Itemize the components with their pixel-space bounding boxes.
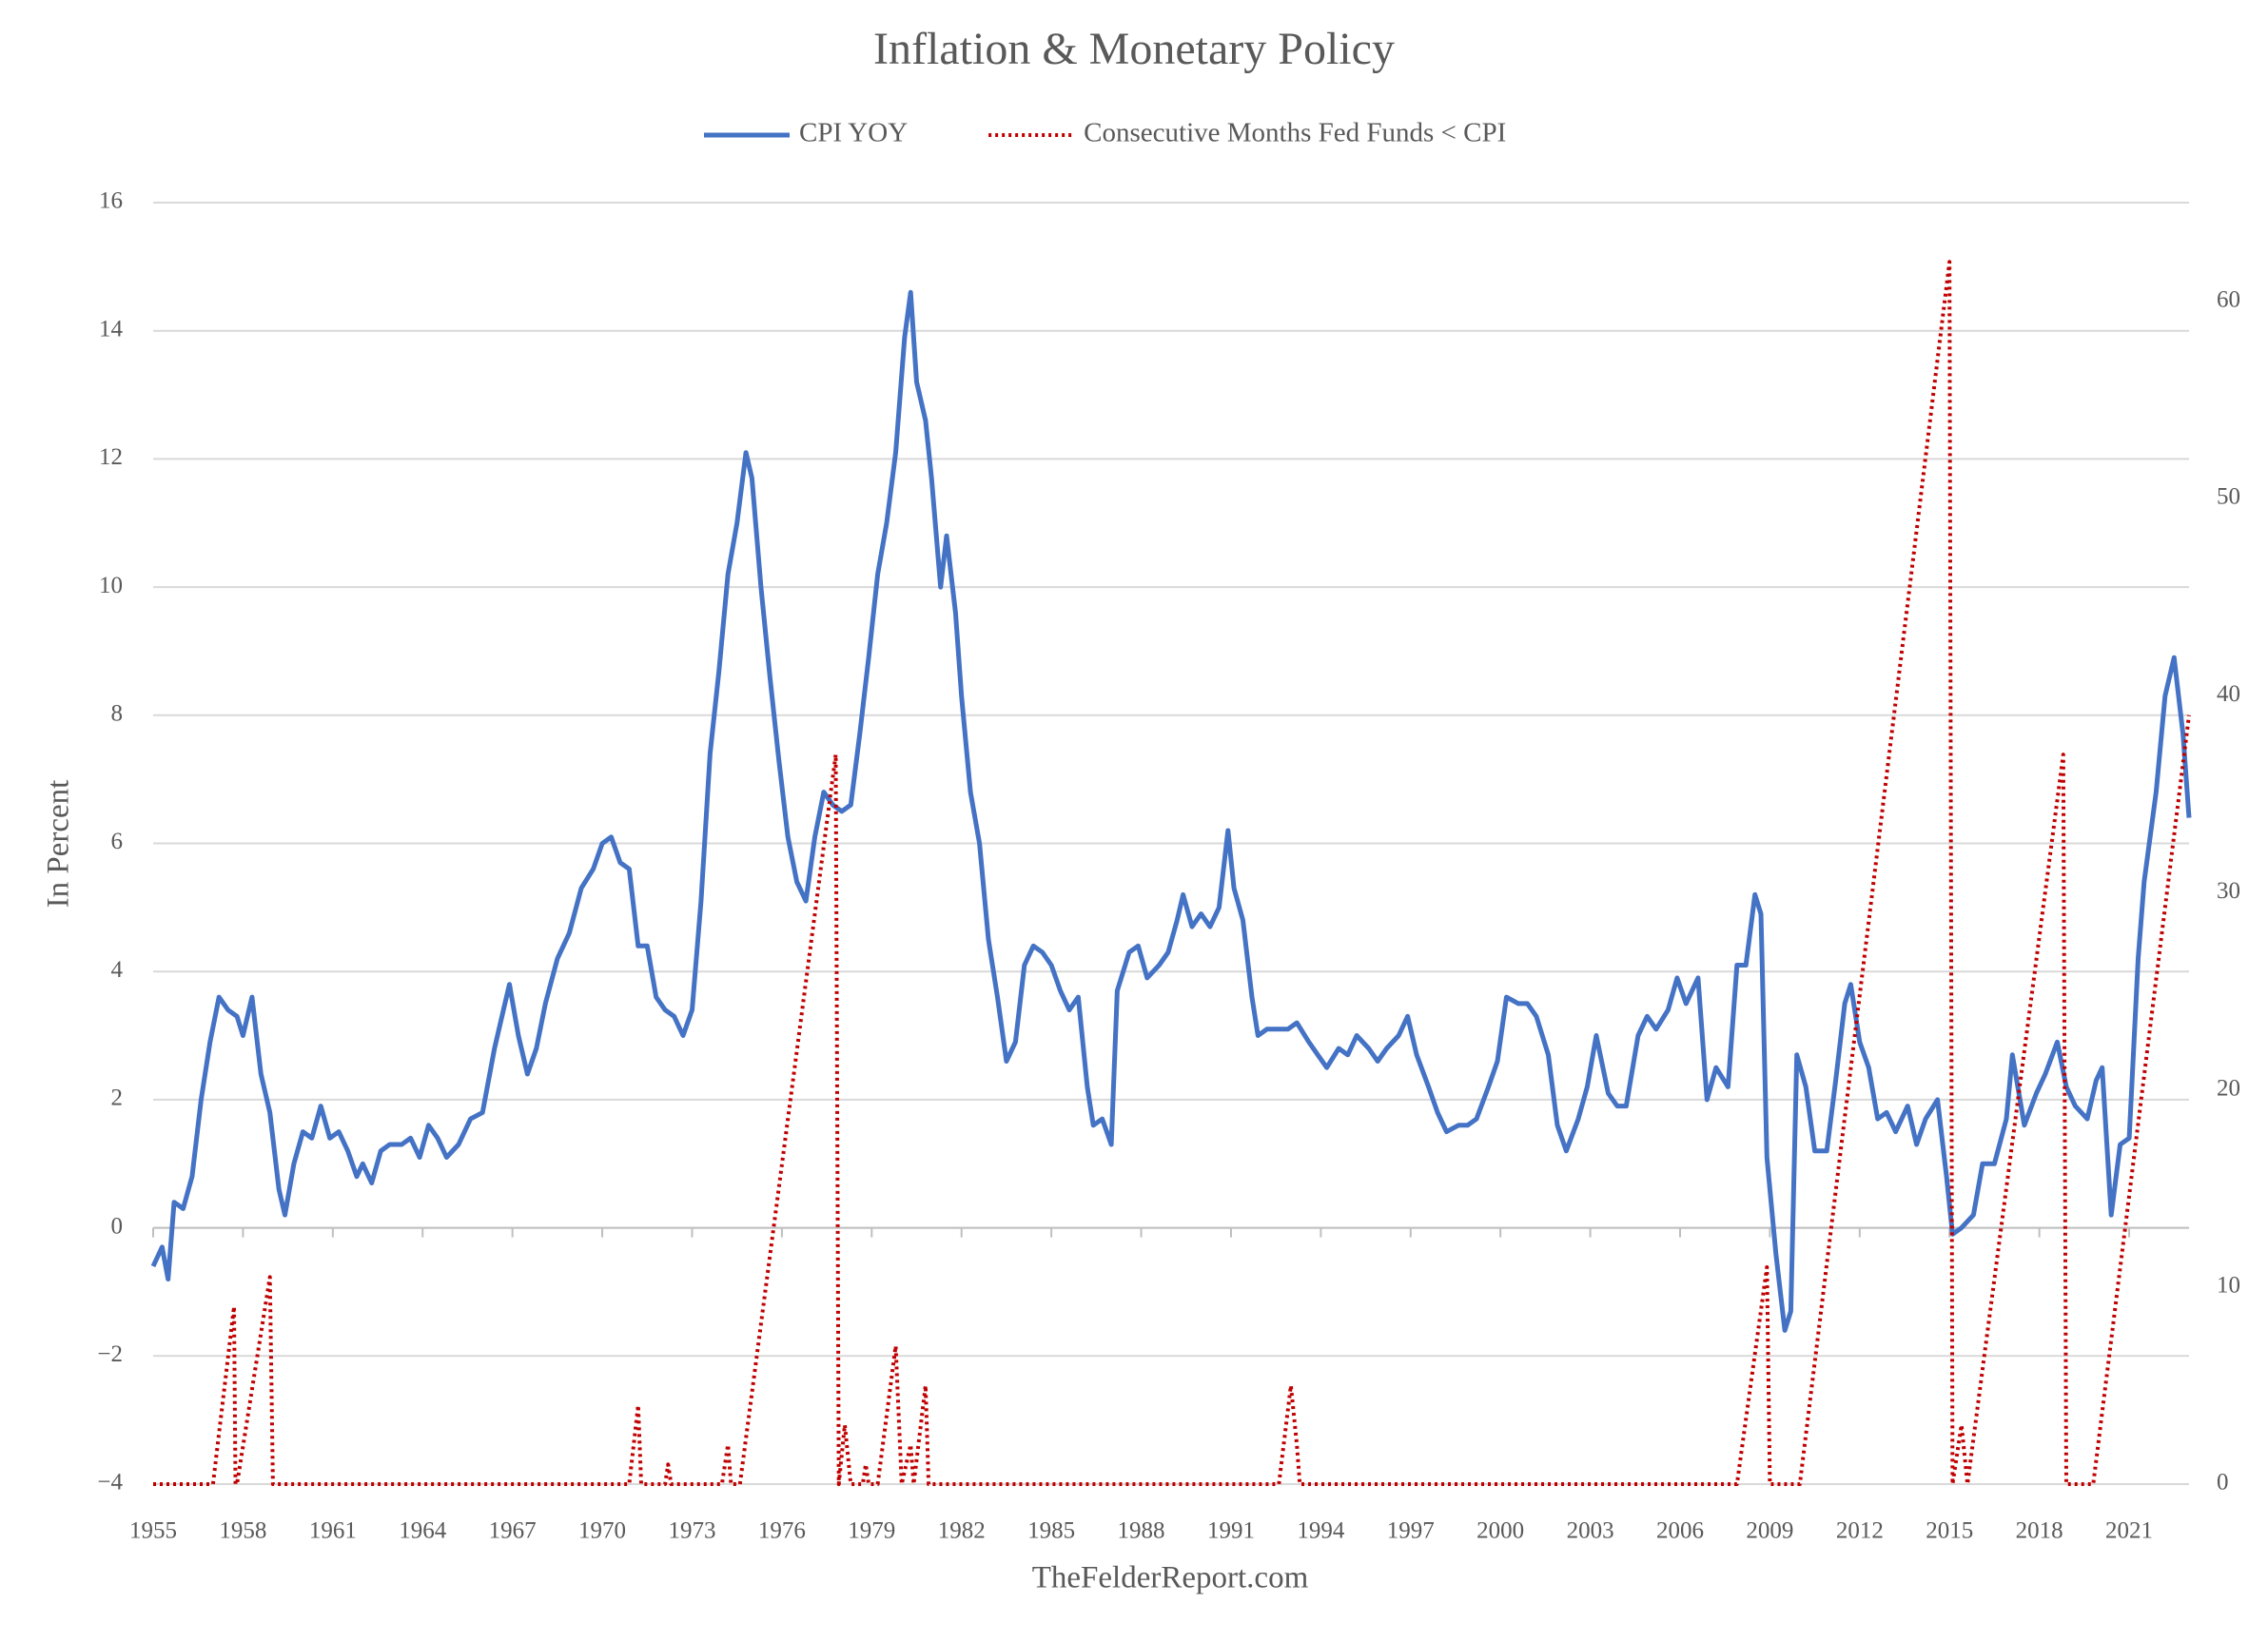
x-tick-label: 1961 <box>309 1518 357 1544</box>
x-tick-label: 1964 <box>399 1518 447 1544</box>
x-tick-label: 1985 <box>1027 1518 1075 1544</box>
x-tick-label: 1988 <box>1118 1518 1165 1544</box>
y-tick-label: 16 <box>99 188 123 214</box>
x-tick-label: 2021 <box>2105 1518 2153 1544</box>
y-tick-label: 8 <box>111 701 124 727</box>
y-tick-label: 2 <box>111 1086 124 1111</box>
y2-tick-label: 40 <box>2217 681 2240 707</box>
x-tick-label: 2003 <box>1567 1518 1614 1544</box>
x-tick-label: 1970 <box>578 1518 626 1544</box>
y2-tick-label: 50 <box>2217 484 2240 510</box>
x-tick-label: 1994 <box>1297 1518 1345 1544</box>
source: TheFelderReport.com <box>1032 1561 1309 1595</box>
legend-label: Consecutive Months Fed Funds < CPI <box>1084 118 1506 148</box>
x-tick-label: 1979 <box>848 1518 895 1544</box>
y-tick-label: 12 <box>99 444 123 470</box>
legend-label: CPI YOY <box>799 118 908 148</box>
y-tick-label: 0 <box>111 1213 124 1239</box>
x-tick-label: 1982 <box>938 1518 986 1544</box>
y2-tick-label: 10 <box>2217 1273 2240 1299</box>
y-tick-label: −2 <box>97 1341 123 1367</box>
x-tick-label: 1991 <box>1207 1518 1255 1544</box>
x-tick-label: 1997 <box>1387 1518 1435 1544</box>
y2-tick-label: 0 <box>2217 1470 2229 1496</box>
x-tick-label: 1955 <box>129 1518 177 1544</box>
y2-tick-label: 20 <box>2217 1075 2240 1101</box>
y-axis-title: In Percent <box>42 780 76 909</box>
x-tick-label: 2018 <box>2016 1518 2063 1544</box>
y-tick-label: 4 <box>111 957 124 983</box>
y-tick-label: 10 <box>99 573 123 598</box>
x-tick-label: 2000 <box>1476 1518 1524 1544</box>
x-tick-label: 2006 <box>1656 1518 1704 1544</box>
y2-tick-label: 60 <box>2217 286 2240 312</box>
x-tick-label: 1958 <box>219 1518 266 1544</box>
x-tick-label: 1967 <box>489 1518 537 1544</box>
y-tick-label: −4 <box>97 1470 123 1496</box>
x-tick-label: 2012 <box>1836 1518 1884 1544</box>
y2-tick-label: 30 <box>2217 878 2240 904</box>
x-tick-label: 1976 <box>758 1518 806 1544</box>
x-tick-label: 2009 <box>1746 1518 1793 1544</box>
x-tick-label: 2015 <box>1926 1518 1973 1544</box>
x-tick-label: 1973 <box>668 1518 715 1544</box>
series-line <box>153 260 2191 1486</box>
y-tick-label: 6 <box>111 829 124 854</box>
series-line <box>150 289 2192 1333</box>
y-tick-label: 14 <box>99 316 124 342</box>
chart-title: Inflation & Monetary Policy <box>873 24 1395 74</box>
